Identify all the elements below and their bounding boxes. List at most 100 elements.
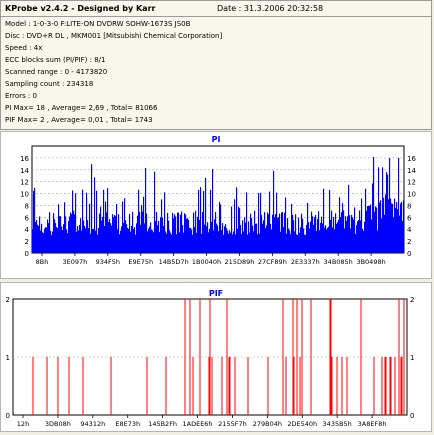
pi-bar [35,221,37,253]
pi-bar [244,217,246,253]
pi-bar [212,168,214,253]
pi-bar [205,177,207,253]
pi-bar [313,224,315,253]
pi-bar [339,197,341,253]
pi-bar [146,213,148,253]
pi-bar [171,234,173,253]
pi-bar [84,225,86,253]
pif-ytick-right: 1 [410,354,414,362]
pi-bar [288,228,290,253]
pi-bar [330,219,332,253]
pi-bar [190,227,192,253]
pi-bar [162,217,164,253]
pi-bar [209,228,211,253]
pif-xtick-label: 1ADEE6h [183,420,213,428]
pi-bar [397,209,399,253]
pi-xtick-label: 34B085h [324,258,353,266]
pi-bar [158,220,160,253]
sampling-line: Sampling count : 234318 [5,80,94,88]
pif-xtick-label: 279B04h [253,420,282,428]
pi-bar [234,199,236,253]
pi-bar [129,213,131,253]
pi-bar [208,232,210,253]
pi-bar [380,200,382,253]
pi-bar [62,230,64,253]
pi-bar [54,219,56,253]
pi-bar [210,190,212,253]
pi-bar [392,203,394,253]
pi-bar [118,214,120,253]
pi-bar [153,232,155,253]
pi-bar [109,219,111,253]
pi-bar [233,231,235,253]
pi-bar [222,223,224,253]
pi-bar [379,202,381,253]
pi-ytick-right: 6 [407,214,412,222]
pi-bar [151,229,153,253]
pi-ytick-right: 12 [407,179,416,187]
pi-bar [262,223,264,253]
pi-bar [291,203,293,253]
pi-bar [320,222,322,253]
pi-bar [400,203,402,253]
pi-bar [76,231,78,253]
pi-bar [243,231,245,253]
errors-line: Errors : 0 [5,92,37,100]
pi-xtick-label: 215D89h [225,258,255,266]
pi-bar [342,203,344,253]
pi-bar [39,216,41,253]
pi-xtick-label: 3E097h [63,258,88,266]
pi-bar [286,233,288,253]
pi-bar [172,212,174,253]
pi-bar [225,224,227,253]
range-line: Scanned range : 0 - 4173820 [5,68,108,76]
pi-bar [95,230,97,253]
pi-bar [277,217,279,253]
pi-bar [120,230,122,253]
pi-bar [189,227,191,253]
pi-bar [220,204,222,253]
pi-bar [213,230,215,253]
pi-bar [195,210,197,253]
pif-xtick-label: 3DB08h [45,420,71,428]
pif-ytick-left: 0 [6,412,10,420]
pi-bar [71,214,73,253]
pi-bar [308,222,310,253]
pif-xtick-label: 94312h [80,420,105,428]
pi-bar [372,183,374,253]
pi-bar [393,217,395,253]
pi-bar [297,234,299,253]
pi-bar [196,232,198,253]
pi-bar [238,206,240,253]
pi-bar [351,214,353,253]
pi-bar [119,234,121,253]
pi-bar [80,218,82,253]
pi-bar [343,210,345,253]
pi-bar [64,202,66,253]
pi-bar [334,229,336,253]
pi-bar [221,230,223,253]
pi-bar [154,171,156,253]
pi-bar [130,231,132,253]
pi-bar [140,224,142,253]
pi-bar [175,216,177,253]
pi-bar [197,216,199,253]
pi-bar [312,216,314,253]
pi-bar [386,172,388,253]
pi-bar [67,233,69,253]
pi-bar [161,199,163,253]
pi-bar [181,211,183,253]
pi-bar [318,211,320,253]
pif-xtick-label: 2DE540h [287,420,317,428]
pi-bar [399,215,401,253]
pi-bar [132,211,134,253]
pi-bar [159,232,161,253]
pi-bar [90,233,92,253]
pi-bar [357,221,359,253]
pi-bar [163,226,165,253]
pi-bar [43,233,45,253]
pif-ytick-left: 2 [6,296,10,304]
pi-bar [365,188,367,253]
pi-bar [402,220,404,253]
pi-bar [256,223,258,253]
